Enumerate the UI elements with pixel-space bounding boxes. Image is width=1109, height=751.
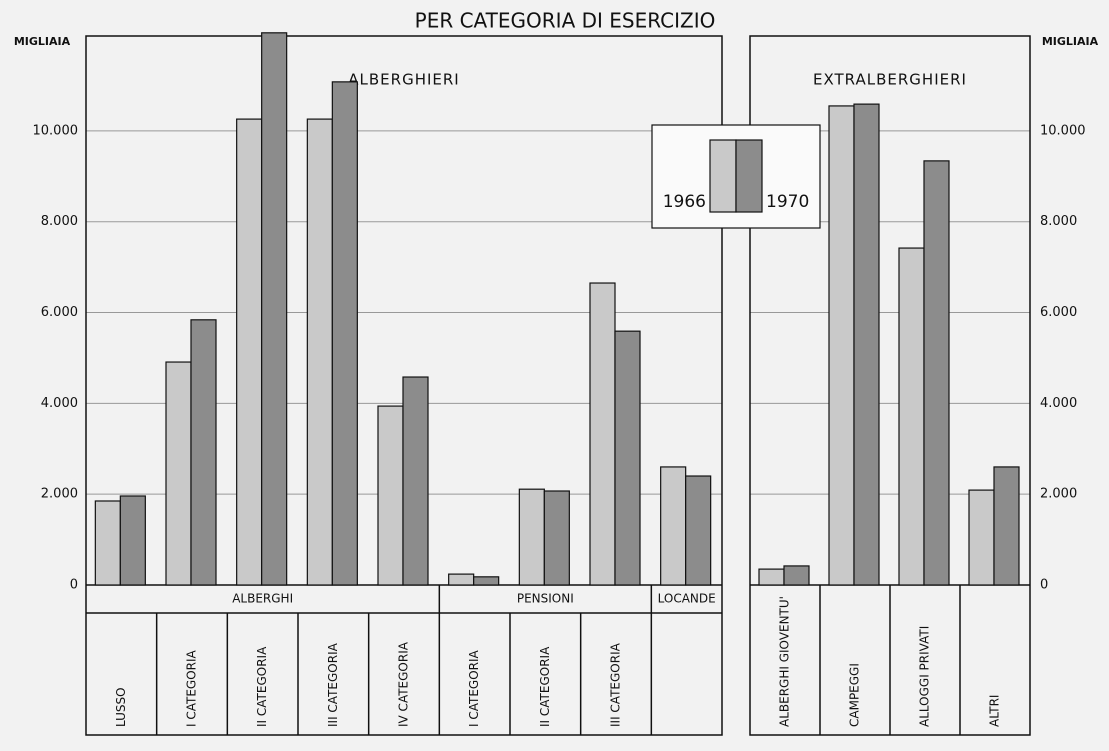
bar	[331, 81, 358, 586]
group-label: LOCANDE	[658, 592, 716, 606]
x-tick-label: ALBERGHI GIOVENTU'	[778, 596, 792, 727]
bar	[402, 376, 429, 586]
bar	[261, 32, 288, 586]
group-label: PENSIONI	[517, 592, 574, 606]
bar	[543, 490, 570, 586]
y-axis-label: MIGLIAIA	[14, 35, 71, 48]
group-label: ALBERGHI	[232, 592, 293, 606]
y-tick-label: 6.000	[41, 305, 78, 320]
bar	[993, 466, 1020, 586]
bar	[190, 319, 217, 586]
x-tick-label: III CATEGORIA	[609, 642, 623, 727]
bar	[589, 282, 616, 586]
y-tick-label: 0	[70, 578, 78, 593]
y-tick-label: 10.000	[33, 123, 79, 138]
y-tick-label: 8.000	[41, 214, 78, 229]
bar	[853, 103, 880, 586]
legend-swatch	[709, 139, 737, 213]
bar	[685, 475, 712, 586]
legend-label: 1966	[663, 192, 706, 212]
y-tick-label: 0	[1040, 578, 1048, 593]
bar	[377, 405, 404, 586]
x-tick-label: II CATEGORIA	[255, 646, 269, 727]
y-tick-label: 4.000	[1040, 396, 1077, 411]
bar	[236, 118, 263, 586]
legend-swatch	[735, 139, 763, 213]
bar	[306, 118, 333, 586]
chart-title: PER CATEGORIA DI ESERCIZIO	[415, 9, 716, 33]
bar	[968, 489, 995, 586]
panel-title: EXTRALBERGHIERI	[813, 71, 967, 89]
y-tick-label: 2.000	[1040, 487, 1077, 502]
bar	[828, 105, 855, 586]
x-tick-label: I CATEGORIA	[185, 649, 199, 727]
y-tick-label: 6.000	[1040, 305, 1077, 320]
y-axis-label: MIGLIAIA	[1042, 35, 1099, 48]
bar	[448, 573, 475, 586]
x-tick-label: CAMPEGGI	[848, 663, 862, 727]
bar	[898, 247, 925, 586]
legend-label: 1970	[766, 192, 809, 212]
x-tick-label: LUSSO	[114, 687, 128, 727]
y-tick-label: 2.000	[41, 487, 78, 502]
x-tick-label: I CATEGORIA	[467, 649, 481, 727]
bar	[165, 361, 192, 586]
y-tick-label: 8.000	[1040, 214, 1077, 229]
x-tick-label: III CATEGORIA	[326, 642, 340, 727]
bar	[518, 488, 545, 586]
bar	[923, 160, 950, 586]
bar	[119, 495, 146, 586]
bar	[783, 565, 810, 586]
bar	[473, 576, 500, 586]
y-tick-label: 10.000	[1040, 123, 1086, 138]
bar	[94, 500, 121, 586]
panel-title: ALBERGHIERI	[348, 71, 459, 89]
x-tick-label: IV CATEGORIA	[397, 641, 411, 727]
x-tick-label: ALLOGGI PRIVATI	[918, 626, 932, 727]
x-tick-label: ALTRI	[988, 695, 1002, 727]
panel-frame	[85, 35, 723, 736]
x-tick-label: II CATEGORIA	[538, 646, 552, 727]
bar	[758, 568, 785, 586]
y-tick-label: 4.000	[41, 396, 78, 411]
bar	[614, 330, 641, 586]
bar	[660, 466, 687, 586]
